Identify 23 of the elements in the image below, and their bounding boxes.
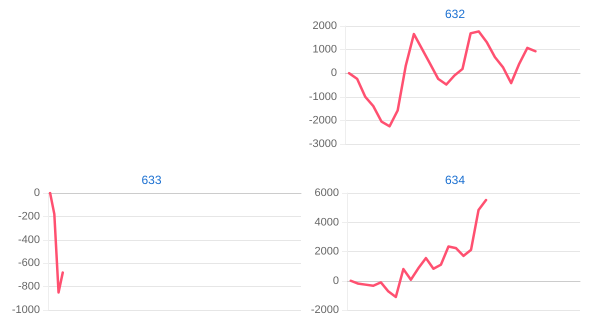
chart-title: 632 — [444, 7, 466, 21]
y-tick-label: -400 — [18, 234, 40, 246]
y-tick-label: -3000 — [308, 138, 337, 150]
y-tick-label: -2000 — [310, 304, 339, 316]
y-tick-label: 0 — [34, 187, 40, 199]
y-tick-label: -1000 — [12, 304, 40, 316]
y-tick-label: 2000 — [312, 20, 337, 32]
chart-title: 633 — [141, 173, 162, 187]
chart-title: 634 — [444, 173, 466, 187]
y-tick-label: 0 — [332, 274, 339, 287]
line-series — [348, 30, 537, 128]
line-series — [350, 198, 488, 298]
y-tick-label: 6000 — [314, 187, 339, 199]
y-tick-label: 1000 — [312, 44, 337, 56]
y-tick-label: -2000 — [308, 114, 337, 126]
y-tick-label: 0 — [330, 67, 337, 80]
line-series — [48, 192, 64, 294]
y-tick-label: -800 — [18, 280, 40, 293]
y-tick-label: 2000 — [314, 246, 339, 258]
y-tick-label: 4000 — [314, 216, 339, 228]
y-tick-label: -200 — [18, 210, 40, 222]
y-tick-label: -1000 — [308, 90, 337, 103]
y-tick-label: -600 — [18, 257, 40, 270]
